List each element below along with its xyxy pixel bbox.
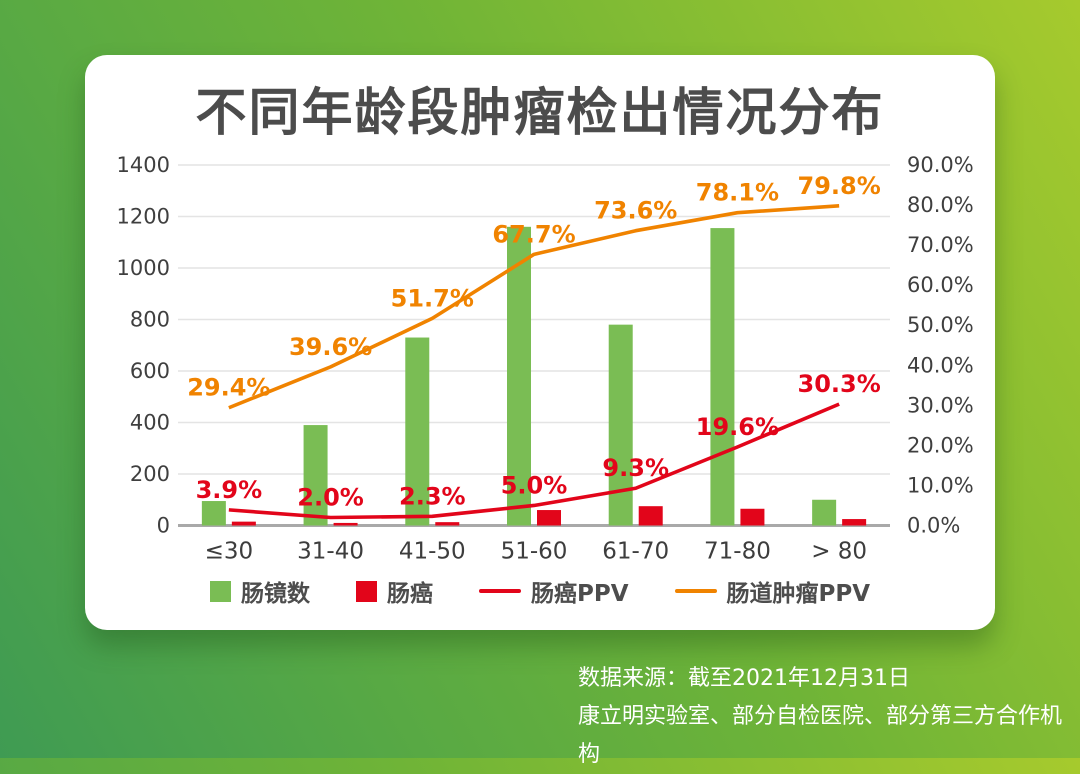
data-source-line1: 数据来源：截至2021年12月31日	[578, 666, 910, 691]
green-bar	[710, 228, 735, 526]
chart-card: 不同年龄段肿瘤检出情况分布 1400 1200 1000 800 600 400 200 0 9…	[85, 55, 995, 630]
chart-title: 不同年龄段肿瘤检出情况分布	[195, 84, 885, 143]
orange-point-label: 79.8%	[798, 172, 881, 200]
x-axis-label: > 80	[811, 539, 867, 565]
legend-label: 肠癌PPV	[530, 581, 629, 607]
orange-point-label: 51.7%	[391, 284, 474, 312]
x-axis-label: ≤30	[205, 539, 254, 565]
right-axis-tick: 70.0%	[907, 233, 974, 257]
orange-point-label: 29.4%	[187, 374, 270, 402]
x-axis-label: 41-50	[399, 539, 466, 565]
red-bar	[435, 522, 460, 526]
green-bar	[507, 226, 531, 526]
green-bar	[608, 324, 633, 526]
chart-legend: 肠镜数 肠癌 肠癌PPV 肠道肿瘤PPV	[85, 574, 995, 608]
orange-point-label: 39.6%	[289, 333, 372, 361]
red-bar	[231, 521, 256, 526]
red-ppv-line	[228, 402, 840, 520]
legend-label: 肠癌	[386, 581, 433, 607]
legend-item-intestinal-tumor-ppv: 肠道肿瘤PPV	[674, 574, 871, 608]
orange-point-label: 67.7%	[492, 220, 575, 248]
x-axis-label: 71-80	[704, 539, 771, 565]
red-point-label: 30.3%	[798, 370, 881, 398]
left-axis-tick: 1000	[117, 256, 170, 280]
green-bar	[405, 337, 430, 526]
green-bar	[812, 499, 837, 526]
right-axis-tick: 10.0%	[907, 473, 974, 497]
data-source-line2: 康立明实验室、部分自检医院、部分第三方合作机构	[578, 704, 1063, 767]
x-axis-label: 51-60	[501, 539, 568, 565]
red-point-label: 5.0%	[501, 471, 568, 499]
red-bar	[333, 522, 358, 526]
green-bar	[303, 425, 328, 526]
right-axis-tick: 0.0%	[907, 514, 960, 538]
legend-item-cancer-ppv: 肠癌PPV	[478, 574, 629, 608]
left-axis-tick: 400	[130, 411, 170, 435]
left-axis-tick: 200	[130, 462, 170, 486]
red-point-label: 2.0%	[297, 483, 364, 511]
red-point-label: 19.6%	[696, 413, 779, 441]
combo-chart: 1400 1200 1000 800 600 400 200 0 90.0% 80.0% 70.0%…	[117, 153, 974, 565]
right-axis-tick: 50.0%	[907, 313, 974, 337]
legend-label: 肠道肿瘤PPV	[726, 581, 871, 607]
green-bar	[201, 501, 226, 526]
x-axis-label: 61-70	[602, 539, 669, 565]
legend-item-colorectal-cancer: 肠癌	[355, 574, 433, 608]
data-source-note: 数据来源：截至2021年12月31日 康立明实验室、部分自检医院、部分第三方合作…	[578, 660, 1080, 774]
red-bar	[842, 519, 867, 526]
right-axis-tick: 40.0%	[907, 353, 974, 377]
red-bar	[537, 510, 561, 526]
left-axis-tick: 800	[130, 308, 170, 332]
right-axis-tick: 90.0%	[907, 153, 974, 177]
left-axis-tick: 1200	[117, 205, 170, 229]
orange-ppv-line	[228, 204, 840, 410]
red-point-label: 9.3%	[602, 454, 669, 482]
orange-line-swatch-icon	[674, 589, 717, 593]
red-line-swatch-icon	[478, 589, 521, 593]
x-axis-label: 31-40	[297, 539, 364, 565]
orange-point-label: 73.6%	[594, 197, 677, 225]
red-bar	[638, 506, 663, 526]
red-point-label: 2.3%	[399, 482, 466, 510]
legend-label: 肠镜数	[240, 581, 310, 607]
left-axis-tick: 1400	[117, 153, 170, 177]
green-square-swatch-icon	[209, 580, 231, 602]
red-point-label: 3.9%	[196, 476, 263, 504]
right-axis-tick: 60.0%	[907, 273, 974, 297]
right-axis-tick: 30.0%	[907, 393, 974, 417]
left-axis-tick: 600	[130, 359, 170, 383]
red-square-swatch-icon	[355, 580, 377, 602]
right-axis-tick: 80.0%	[907, 193, 974, 217]
red-bar	[740, 508, 765, 526]
right-axis-tick: 20.0%	[907, 433, 974, 457]
legend-item-colonoscopy-count: 肠镜数	[209, 574, 310, 608]
orange-point-label: 78.1%	[696, 179, 779, 207]
left-axis-tick: 0	[157, 514, 170, 538]
